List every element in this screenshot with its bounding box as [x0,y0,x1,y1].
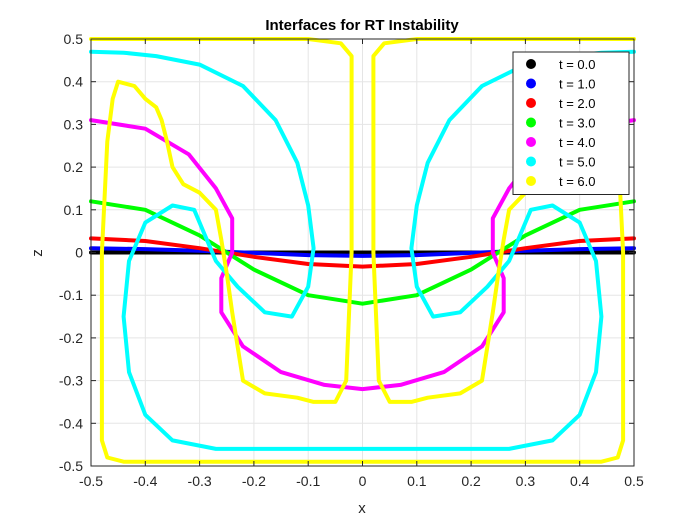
ticks: -0.5 -0.4 -0.3 -0.2 -0.1 0 0.1 0.2 0.3 0.4 0.5 0.5 0… [59,31,644,489]
x-tick-label: 0.5 [624,473,644,489]
legend-entry-label: t = 4.0 [559,135,596,150]
legend-marker [526,98,536,108]
legend-marker [526,176,536,186]
x-axis-label: x [358,500,366,517]
y-tick-label: 0.1 [64,202,84,218]
series-t-1-0 [89,246,636,258]
y-tick-label: -0.5 [59,458,83,474]
x-tick-label: -0.3 [188,473,212,489]
y-axis-label: z [29,249,46,257]
legend-entry-label: t = 2.0 [559,96,596,111]
legend-entry-label: t = 6.0 [559,174,596,189]
legend-marker [526,59,536,69]
chart-title: Interfaces for RT Instability [265,17,459,34]
series-curve [89,118,636,392]
x-tick-label: 0.4 [570,473,590,489]
legend-marker [526,117,536,128]
x-tick-label: 0 [359,473,367,489]
legend-marker [526,78,536,89]
x-tick-label: -0.4 [133,473,157,489]
legend-entry-label: t = 0.0 [559,57,596,72]
x-tick-label: 0.3 [516,473,536,489]
y-tick-label: 0.5 [64,31,84,47]
x-tick-label: 0.2 [461,473,481,489]
series-curve [89,49,636,451]
x-tick-label: -0.2 [242,473,266,489]
y-tick-label: -0.4 [59,415,83,431]
y-tick-label: 0 [75,245,83,261]
x-tick-label: -0.5 [79,473,103,489]
series-t-5-0 [89,49,636,451]
series-curve [89,236,636,269]
series-t-4-0 [89,118,636,392]
legend-entry-label: t = 1.0 [559,77,596,92]
legend-entry-label: t = 3.0 [559,116,596,131]
y-tick-label: 0.3 [64,116,84,132]
legend: t = 0.0 t = 1.0 t = 2.0 t = 3.0 t = 4.0 t = 5… [512,51,630,195]
y-tick-label: -0.3 [59,373,83,389]
series-t-2-0 [89,236,636,269]
x-tick-label: 0.1 [407,473,427,489]
legend-entry-label: t = 5.0 [559,155,596,170]
legend-marker [526,137,536,147]
series-layer [89,37,636,464]
y-tick-label: -0.2 [59,330,83,346]
y-tick-label: -0.1 [59,287,83,303]
series-curve [89,199,636,306]
x-tick-label: -0.1 [296,473,320,489]
series-t-3-0 [89,199,636,306]
series-curve [89,246,636,258]
legend-marker [526,156,536,167]
y-tick-label: 0.4 [64,74,84,90]
y-tick-label: 0.2 [64,159,84,175]
